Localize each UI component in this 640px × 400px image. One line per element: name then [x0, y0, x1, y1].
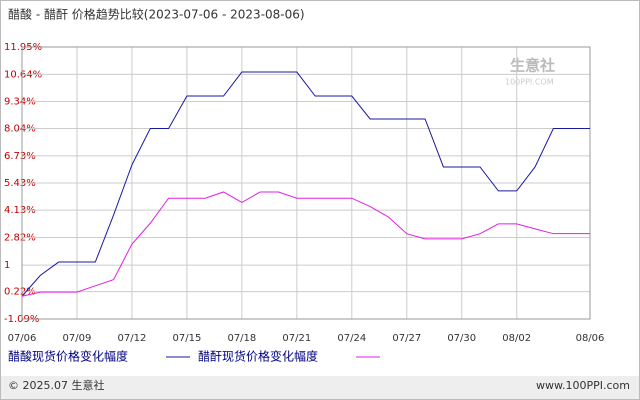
- x-tick-label: 07/24: [337, 333, 366, 344]
- x-tick-label: 07/21: [282, 333, 311, 344]
- legend-label: 醋酐现货价格变化幅度: [198, 349, 318, 364]
- y-tick-label: 0.22%: [4, 287, 36, 298]
- footer-right: www.100PPI.com: [536, 379, 630, 392]
- plot-border: [21, 46, 591, 320]
- x-tick-label: 07/12: [118, 333, 147, 344]
- chart-title: 醋酸 - 醋酐 价格趋势比较(2023-07-06 - 2023-08-06): [8, 7, 305, 22]
- x-tick-label: 07/15: [172, 333, 201, 344]
- x-tick-label: 08/02: [502, 333, 531, 344]
- y-tick-label: 4.13%: [4, 205, 36, 216]
- series-line: [21, 71, 590, 297]
- y-tick-label: 8.04%: [4, 124, 36, 135]
- x-tick-label: 08/06: [576, 333, 605, 344]
- y-tick-label: 9.34%: [4, 96, 36, 107]
- legend-label: 醋酸现货价格变化幅度: [8, 349, 128, 364]
- watermark-site: 100PPI.COM: [505, 78, 554, 87]
- series-line: [21, 191, 590, 297]
- footer-band: [1, 376, 639, 399]
- y-tick-label: 5.43%: [4, 178, 36, 189]
- watermark-name: 生意社: [510, 57, 555, 75]
- y-tick-label: 6.73%: [4, 151, 36, 162]
- footer-left: © 2025.07 生意社: [8, 378, 104, 392]
- x-tick-label: 07/30: [447, 333, 476, 344]
- x-tick-label: 07/09: [63, 333, 92, 344]
- x-tick-label: 07/18: [227, 333, 256, 344]
- y-tick-label: 2.82%: [4, 232, 36, 243]
- x-tick-label: 07/06: [8, 333, 37, 344]
- x-tick-label: 07/27: [392, 333, 421, 344]
- y-tick-label: 1: [4, 260, 10, 271]
